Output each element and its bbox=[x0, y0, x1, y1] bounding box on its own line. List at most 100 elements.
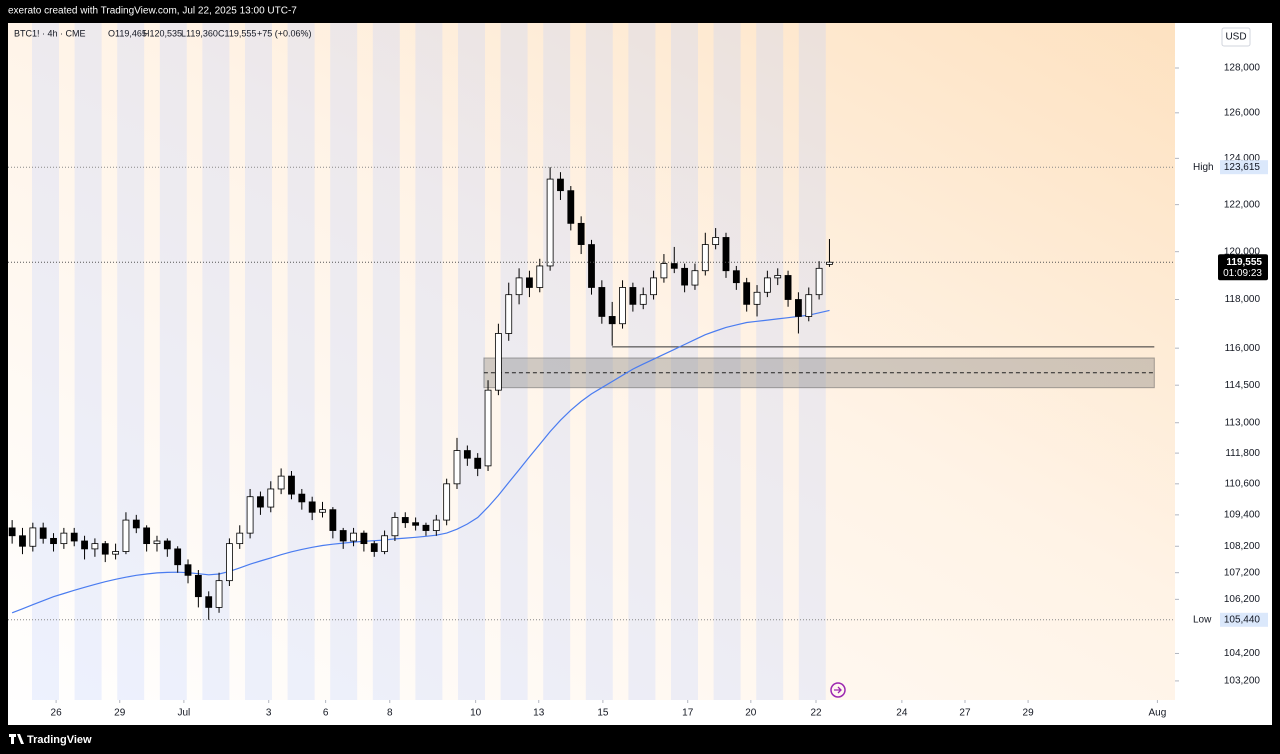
candle-body bbox=[50, 537, 57, 545]
x-tick-label: 15 bbox=[597, 708, 609, 719]
candle-body bbox=[526, 277, 533, 288]
candle-body bbox=[329, 509, 337, 531]
candle-body bbox=[629, 287, 637, 305]
legend-low: L119,360 bbox=[181, 28, 218, 38]
x-tick-label: 26 bbox=[51, 708, 63, 719]
replay-arrow bbox=[834, 686, 842, 694]
candle-body bbox=[608, 316, 616, 325]
candle-body bbox=[101, 543, 109, 555]
candle-body bbox=[81, 540, 88, 550]
candle-body bbox=[153, 540, 161, 545]
currency-box[interactable] bbox=[1221, 27, 1251, 47]
y-tick-label: 107,200 bbox=[1224, 567, 1261, 578]
low_marker-label: Low bbox=[1193, 614, 1212, 625]
candle-body bbox=[826, 261, 833, 265]
candle-body bbox=[639, 294, 647, 305]
candle-body bbox=[370, 543, 378, 552]
candle-body bbox=[236, 532, 244, 545]
candle-body bbox=[722, 237, 730, 272]
y-tick-label: 120,000 bbox=[1224, 246, 1261, 257]
candle-body bbox=[122, 519, 130, 552]
candle-body bbox=[774, 275, 782, 279]
candle-body bbox=[650, 277, 657, 296]
session-stripe bbox=[245, 23, 272, 700]
last-price-countdown: 01:09:23 bbox=[1223, 268, 1262, 279]
x-tick-label: 29 bbox=[1023, 708, 1035, 719]
x-tick-label: 22 bbox=[810, 708, 822, 719]
candle-body bbox=[701, 244, 709, 272]
candle-body bbox=[350, 532, 357, 542]
candle-body bbox=[143, 527, 151, 545]
candle-body bbox=[215, 580, 223, 608]
x-tick-label: 10 bbox=[470, 708, 482, 719]
high_marker-value: 123,615 bbox=[1224, 162, 1261, 173]
session-stripe bbox=[671, 23, 698, 700]
candle-body bbox=[70, 532, 78, 542]
candle-body bbox=[795, 299, 802, 317]
candle-body bbox=[763, 277, 771, 293]
session-stripe bbox=[330, 23, 358, 700]
candle-body bbox=[39, 527, 47, 539]
low_marker-box bbox=[1220, 612, 1268, 627]
zone bbox=[483, 357, 1155, 389]
y-tick-label: 108,200 bbox=[1224, 541, 1261, 552]
candle-body bbox=[660, 263, 668, 279]
brand: TradingView bbox=[27, 734, 92, 746]
candle-body bbox=[474, 457, 482, 469]
x-tick-label: Jul bbox=[177, 708, 190, 719]
candle-body bbox=[174, 548, 182, 566]
y-tick-label: 109,400 bbox=[1224, 510, 1261, 521]
legend-change: +75 (+0.06%) bbox=[257, 28, 312, 38]
candle-body bbox=[391, 517, 399, 537]
candle-body bbox=[8, 527, 16, 537]
y-tick-label: 114,500 bbox=[1225, 380, 1261, 391]
candle-body bbox=[225, 543, 233, 582]
candle-body bbox=[536, 265, 544, 288]
time-axis bbox=[8, 700, 1175, 725]
session-stripe bbox=[585, 23, 613, 700]
x-tick-label: 3 bbox=[266, 708, 272, 719]
y-tick-label: 110,600 bbox=[1225, 478, 1261, 489]
x-tick-label: 6 bbox=[323, 708, 329, 719]
candle-body bbox=[412, 522, 420, 526]
candle-body bbox=[712, 237, 720, 245]
candle-body bbox=[381, 535, 388, 552]
session-stripe bbox=[32, 23, 59, 700]
candle-body bbox=[60, 532, 68, 545]
y-tick-label: 122,000 bbox=[1224, 199, 1261, 210]
candle-body bbox=[598, 287, 606, 317]
y-tick-label: 116,000 bbox=[1225, 343, 1261, 354]
candle-body bbox=[194, 574, 202, 598]
legend-close: C119,555 bbox=[218, 28, 256, 38]
candle-body bbox=[19, 535, 26, 547]
logo-icon bbox=[9, 734, 24, 744]
replay-icon[interactable] bbox=[830, 682, 846, 698]
last-price-value: 119,555 bbox=[1226, 257, 1262, 268]
candle-body bbox=[246, 496, 254, 534]
candle-body bbox=[422, 524, 430, 531]
session-stripe bbox=[372, 23, 400, 700]
x-tick-label: 24 bbox=[896, 708, 908, 719]
candle-body bbox=[546, 178, 554, 267]
candle-body bbox=[670, 263, 678, 269]
candle-body bbox=[308, 501, 316, 513]
y-tick-label: 103,200 bbox=[1224, 676, 1261, 687]
candle-body bbox=[494, 333, 502, 391]
replay-circle[interactable] bbox=[830, 682, 846, 698]
legend-open: O119,465 bbox=[108, 28, 147, 38]
session-stripe bbox=[713, 23, 741, 700]
currency: USD bbox=[1225, 32, 1246, 43]
session-stripe bbox=[628, 23, 656, 700]
candle-body bbox=[515, 277, 523, 296]
candle-body bbox=[163, 540, 171, 550]
y-tick-label: 118,000 bbox=[1225, 294, 1261, 305]
candle-body bbox=[29, 527, 37, 547]
high_marker-label: High bbox=[1193, 162, 1214, 173]
session-stripe bbox=[500, 23, 528, 700]
candle-body bbox=[453, 450, 461, 485]
x-tick-label: 29 bbox=[114, 708, 126, 719]
candle-body bbox=[91, 543, 99, 550]
candle-body bbox=[267, 488, 275, 508]
y-tick-label: 106,200 bbox=[1224, 594, 1261, 605]
